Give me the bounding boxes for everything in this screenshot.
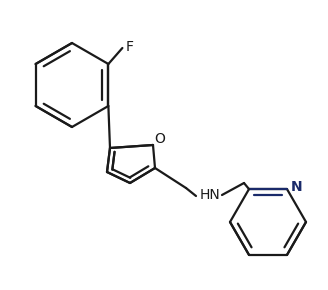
Text: F: F xyxy=(125,40,133,54)
Text: O: O xyxy=(154,132,165,146)
Text: HN: HN xyxy=(200,188,221,202)
Text: N: N xyxy=(291,180,303,194)
